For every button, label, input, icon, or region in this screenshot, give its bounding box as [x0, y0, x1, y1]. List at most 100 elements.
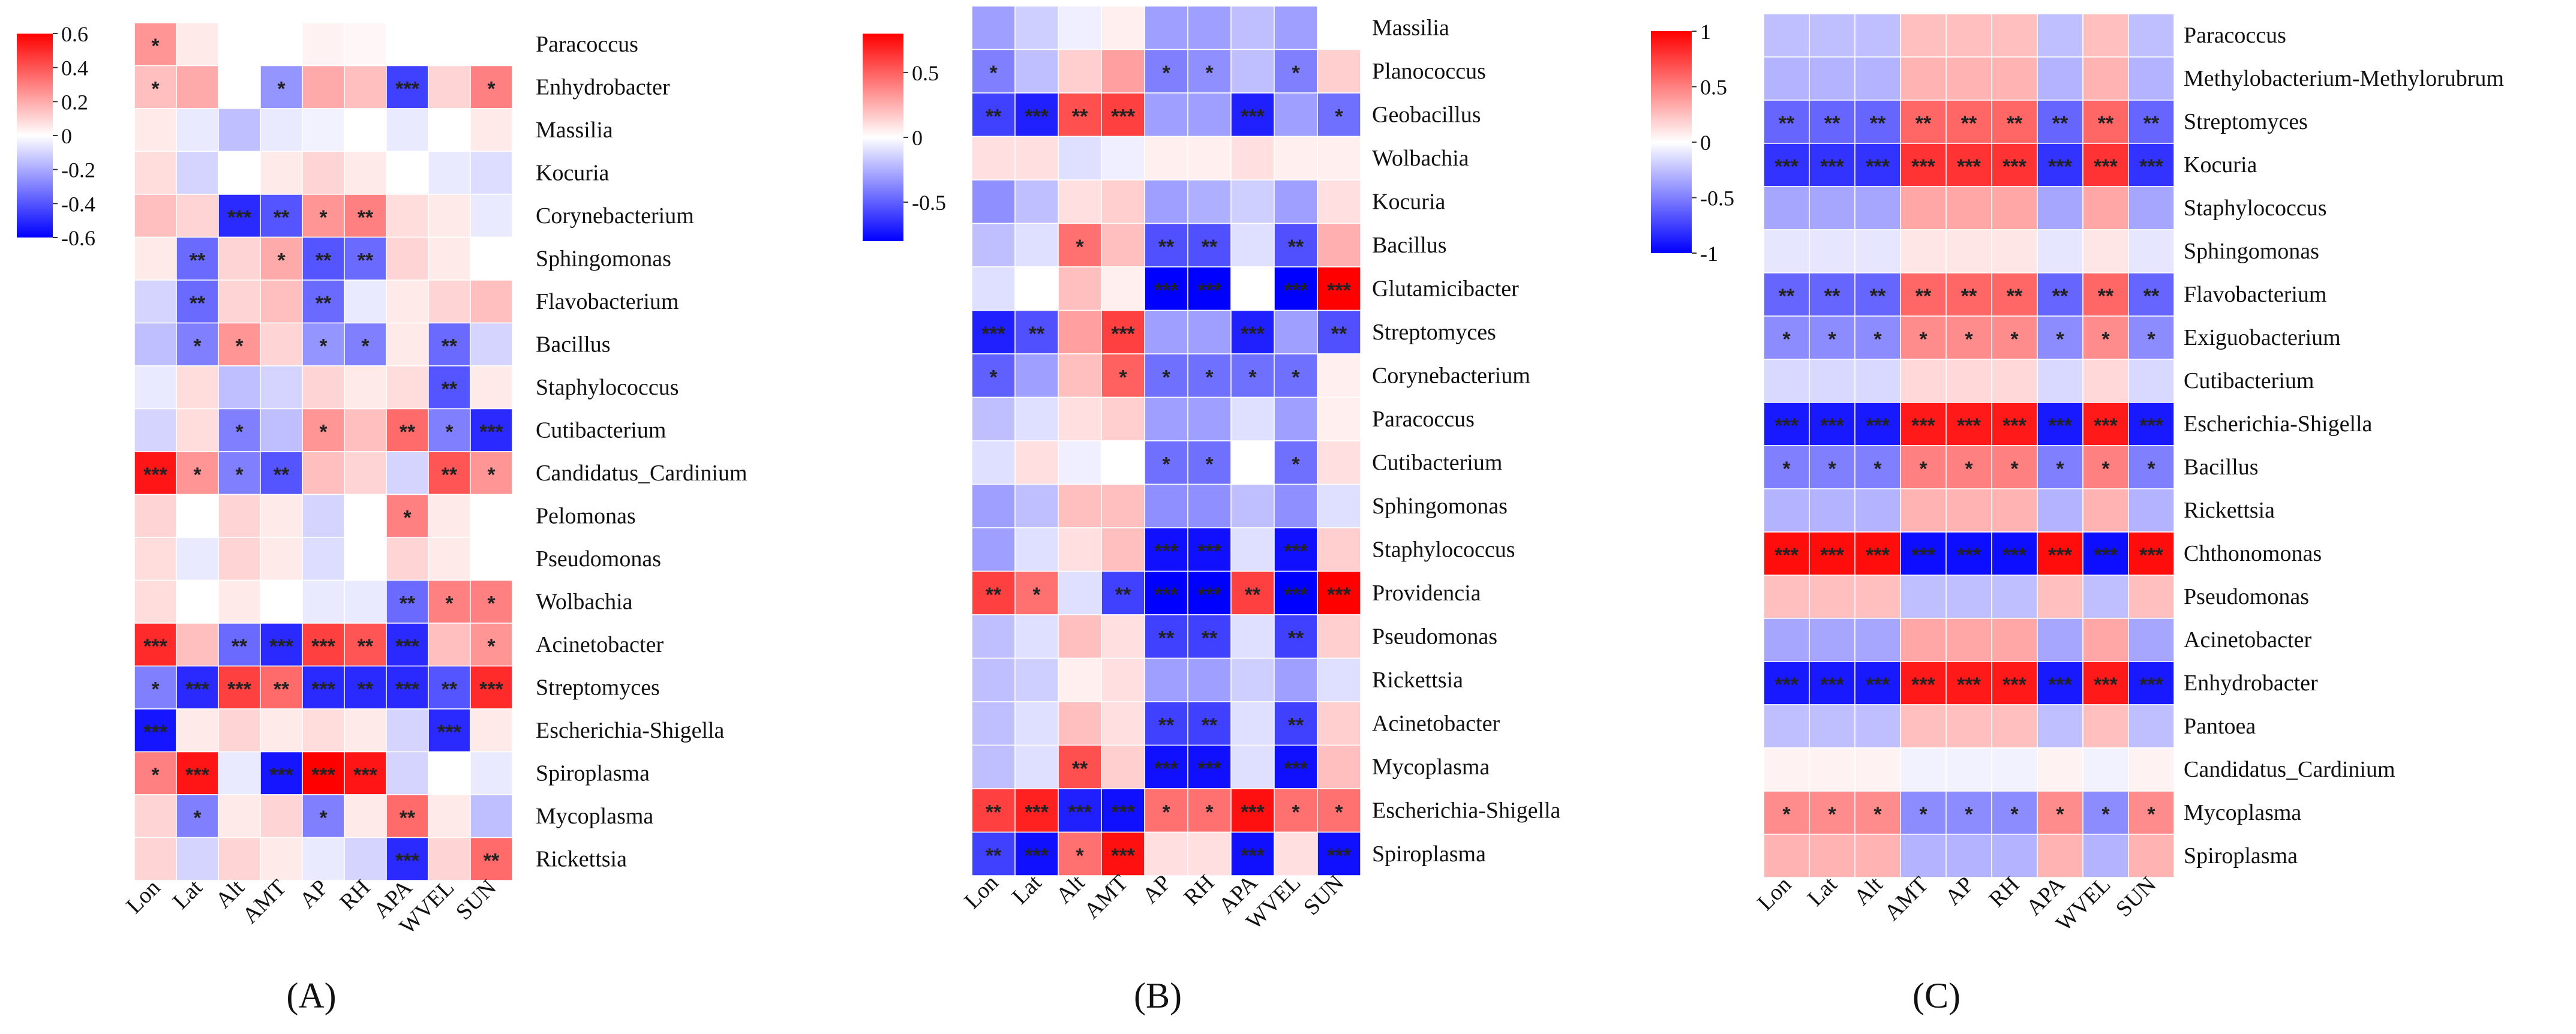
heatmap-cell: [260, 537, 303, 581]
significance-mark: **: [1870, 285, 1886, 308]
heatmap-cell: [1900, 661, 1947, 705]
heatmap-cell: [1144, 701, 1188, 746]
significance-mark: **: [400, 807, 416, 829]
heatmap-cell: [1187, 570, 1232, 615]
significance-mark: ***: [2139, 414, 2163, 437]
colorbar: [863, 34, 903, 241]
significance-mark: ***: [1197, 279, 1221, 302]
significance-mark: **: [316, 249, 332, 272]
significance-mark: **: [1824, 285, 1841, 308]
significance-mark: *: [1032, 584, 1041, 606]
significance-mark: *: [1292, 62, 1300, 85]
heatmap-cell: [1058, 440, 1102, 485]
significance-mark: *: [1119, 366, 1127, 389]
heatmap-cell: [260, 108, 303, 152]
heatmap-cell: [1809, 790, 1856, 835]
heatmap-cell: [2128, 488, 2175, 533]
significance-mark: *: [445, 592, 454, 615]
heatmap-cell: [1187, 701, 1232, 746]
heatmap-cell: [1274, 5, 1318, 50]
row-label: Kocuria: [1372, 189, 1446, 214]
significance-mark: ***: [2139, 155, 2163, 178]
significance-mark: *: [1965, 328, 1973, 351]
row-label: Streptomyces: [1372, 320, 1496, 345]
heatmap-cell: [2037, 143, 2083, 187]
heatmap-cell: [1317, 788, 1361, 833]
heatmap-cell: [1058, 353, 1102, 398]
heatmap-cell: [1991, 618, 2038, 662]
heatmap-cell: [1058, 831, 1102, 876]
significance-mark: ***: [2002, 544, 2026, 567]
heatmap-cell: [1014, 440, 1059, 485]
heatmap-cell: [260, 65, 303, 109]
heatmap-cell: [1230, 396, 1275, 441]
heatmap-cell: [1991, 704, 2038, 749]
heatmap-cell: [1014, 49, 1059, 94]
significance-mark: *: [2147, 803, 2155, 826]
heatmap-cell: [1991, 100, 2038, 144]
significance-mark: **: [1961, 285, 1977, 308]
significance-mark: ***: [1197, 584, 1221, 606]
heatmap-cell: [1763, 445, 1810, 489]
heatmap-cell: [2128, 704, 2175, 749]
row-label: Massilia: [536, 118, 613, 143]
row-label: Chthonomonas: [2184, 541, 2322, 566]
heatmap-cell: [134, 537, 177, 581]
significance-mark: *: [193, 807, 202, 829]
significance-mark: ***: [1775, 544, 1799, 567]
row-label: Wolbachia: [536, 589, 633, 614]
heatmap-cell: [1058, 744, 1102, 789]
heatmap-cell: [470, 494, 513, 538]
heatmap-cell: [1274, 353, 1318, 398]
heatmap-cell: [428, 665, 471, 710]
heatmap-cell: [470, 236, 513, 281]
heatmap-cell: [344, 837, 387, 881]
heatmap-cell: [1809, 747, 1856, 792]
heatmap-cell: [1900, 618, 1947, 662]
heatmap-cell: [1187, 831, 1232, 876]
heatmap-cell: [1230, 5, 1275, 50]
heatmap-cell: [344, 451, 387, 495]
significance-mark: **: [1288, 714, 1304, 737]
heatmap-cell: [1230, 440, 1275, 485]
heatmap-cell: [2128, 661, 2175, 705]
heatmap-cell: [1900, 402, 1947, 446]
heatmap-cell: [302, 236, 345, 281]
heatmap-cell: [1101, 309, 1145, 354]
row-label: Candidatus_Cardinium: [536, 461, 747, 486]
heatmap-cell: [2082, 575, 2129, 619]
heatmap-cell: [971, 570, 1016, 615]
heatmap-cell: [470, 537, 513, 581]
heatmap-cell: [386, 708, 429, 753]
significance-mark: *: [989, 62, 998, 85]
heatmap-cell: [134, 708, 177, 753]
heatmap-cell: [2128, 618, 2175, 662]
heatmap-cell: [428, 794, 471, 838]
heatmap-cell: [1945, 747, 1992, 792]
heatmap-cell: [386, 623, 429, 667]
heatmap-cell: [2082, 13, 2129, 58]
heatmap-cell: [1317, 92, 1361, 137]
heatmap-cell: [2128, 100, 2175, 144]
heatmap-cell: [428, 236, 471, 281]
heatmap-cell: [1101, 266, 1145, 311]
heatmap-cell: [1900, 488, 1947, 533]
colorbar-tick-label: 0.4: [61, 56, 88, 80]
heatmap-cell: [1945, 618, 1992, 662]
heatmap-cell: [971, 353, 1016, 398]
colorbar-tick-label: 0: [912, 126, 923, 150]
significance-mark: *: [2010, 803, 2019, 826]
heatmap-cell: [386, 108, 429, 152]
heatmap-cell: [1014, 92, 1059, 137]
heatmap-cell: [2128, 359, 2175, 403]
heatmap-cell: [1058, 136, 1102, 181]
heatmap-cell: [1854, 704, 1901, 749]
significance-mark: ***: [2094, 544, 2118, 567]
heatmap-cell: [1230, 614, 1275, 659]
heatmap-cell: [344, 494, 387, 538]
heatmap-cell: [1317, 136, 1361, 181]
colorbar-tick-label: 0.5: [1700, 76, 1727, 100]
significance-mark: ***: [1111, 801, 1135, 823]
heatmap-cell: [1763, 186, 1810, 230]
heatmap-cell: [1187, 527, 1232, 572]
